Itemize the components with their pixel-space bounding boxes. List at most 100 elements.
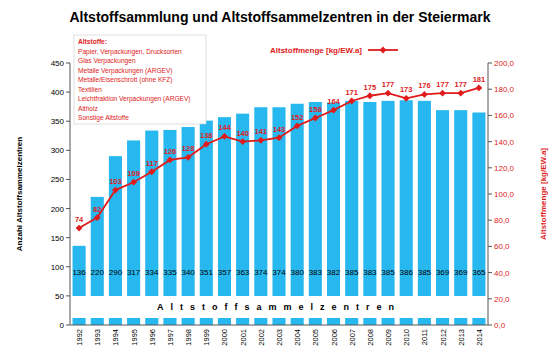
annotation-item: Metalle/Eisenschrott (ohne KFZ) <box>78 76 173 84</box>
bar <box>400 100 413 325</box>
line-label: 140 <box>236 129 249 138</box>
bar-label: 385 <box>381 268 395 277</box>
x-tick-label: 2003 <box>275 329 284 346</box>
y-tick-label: 400 <box>51 88 65 97</box>
y-tick-label: 250 <box>51 175 65 184</box>
x-tick-label: 1992 <box>75 329 84 346</box>
marker <box>457 90 464 97</box>
line-label: 173 <box>400 85 413 94</box>
line-label: 126 <box>164 147 177 156</box>
line-label: 117 <box>146 159 158 168</box>
bar-label: 380 <box>290 268 304 277</box>
y2-tick <box>488 89 492 90</box>
x-tick-label: 2000 <box>220 329 229 346</box>
x-tick-label: 2006 <box>330 329 339 346</box>
marker <box>312 115 319 122</box>
y-tick-label: 350 <box>51 117 65 126</box>
bar-label: 374 <box>272 268 286 277</box>
line-label: 177 <box>382 80 395 89</box>
annotation-item: Glas Verpackungen <box>78 57 136 65</box>
bar <box>327 103 340 325</box>
marker <box>239 138 246 145</box>
bar <box>309 102 322 325</box>
bar <box>382 101 395 325</box>
marker <box>476 84 483 91</box>
x-tick-label: 2011 <box>420 329 429 345</box>
marker <box>421 91 428 98</box>
line-label: 176 <box>418 81 431 90</box>
legend-marker <box>380 47 387 54</box>
line-label: 177 <box>454 80 467 89</box>
y-tick <box>66 237 70 238</box>
annotation-item: Papier, Verpackungen, Drucksorten <box>78 48 182 56</box>
y-tick <box>66 325 70 326</box>
y-tick <box>66 63 70 64</box>
y-tick <box>66 266 70 267</box>
legend-label: Altstoffmenge [kg/EW.a] <box>270 46 362 55</box>
marker <box>76 225 83 232</box>
y2-tick <box>488 115 492 116</box>
y-tick <box>66 150 70 151</box>
bar-label: 385 <box>418 268 432 277</box>
bar <box>218 117 231 325</box>
line-label: 128 <box>182 144 195 153</box>
marker <box>294 122 301 129</box>
y2-tick <box>488 220 492 221</box>
bar <box>418 101 431 325</box>
y-tick <box>66 295 70 296</box>
y-tick-label: 100 <box>51 263 65 272</box>
y2-tick-label: 40,0 <box>494 269 510 278</box>
y2-tick <box>488 325 492 326</box>
x-tick-label: 2001 <box>239 329 248 346</box>
bar-label: 385 <box>345 268 359 277</box>
marker <box>203 141 210 148</box>
x-tick-label: 1993 <box>93 329 102 346</box>
bar-label: 382 <box>327 268 341 277</box>
bar-label: 383 <box>309 268 323 277</box>
marker <box>185 154 192 161</box>
chart: Altstoffsammlung und Altstoffsammelzentr… <box>0 0 560 362</box>
line-label: 109 <box>127 169 140 178</box>
title: Altstoffsammlung und Altstoffsammelzentr… <box>69 9 490 25</box>
annotation-box <box>74 35 206 124</box>
bar <box>200 121 213 325</box>
marker <box>112 187 119 194</box>
x-tick-label: 2005 <box>311 329 320 346</box>
bar-label: 290 <box>109 268 123 277</box>
y2-tick-label: 0,0 <box>494 321 506 330</box>
bar-label: 383 <box>363 268 377 277</box>
bar-label: 363 <box>236 268 250 277</box>
marker <box>348 98 355 105</box>
y2-tick <box>488 298 492 299</box>
bar <box>363 102 376 325</box>
bar-label: 334 <box>145 268 159 277</box>
bar <box>272 107 285 325</box>
y-tick-label: 150 <box>51 234 65 243</box>
y-axis-title: Anzahl Altstoffsammelzentren <box>15 137 24 252</box>
marker <box>439 90 446 97</box>
bar-label: 317 <box>127 268 141 277</box>
x-tick-label: 1998 <box>184 329 193 346</box>
line-label: 177 <box>436 80 449 89</box>
y-tick-label: 0 <box>60 321 65 330</box>
x-axis <box>70 325 488 326</box>
marker <box>221 133 228 140</box>
line-label: 171 <box>345 88 358 97</box>
line-label: 74 <box>75 215 84 224</box>
y2-tick-label: 100,0 <box>494 190 515 199</box>
bar-label: 340 <box>181 268 195 277</box>
marker <box>385 90 392 97</box>
x-tick-label: 2004 <box>293 329 302 346</box>
y2-tick-label: 200,0 <box>494 59 515 68</box>
y2-tick-label: 140,0 <box>494 138 515 147</box>
bar <box>345 101 358 325</box>
x-tick-label: 2007 <box>348 329 357 346</box>
bar-label: 374 <box>254 268 268 277</box>
marker <box>94 214 101 221</box>
bar-label: 369 <box>454 268 468 277</box>
x-tick-label: 1999 <box>202 329 211 346</box>
line-label: 138 <box>200 131 213 140</box>
x-tick-label: 1995 <box>130 329 139 346</box>
y-axis <box>70 63 71 325</box>
bar <box>145 131 158 325</box>
